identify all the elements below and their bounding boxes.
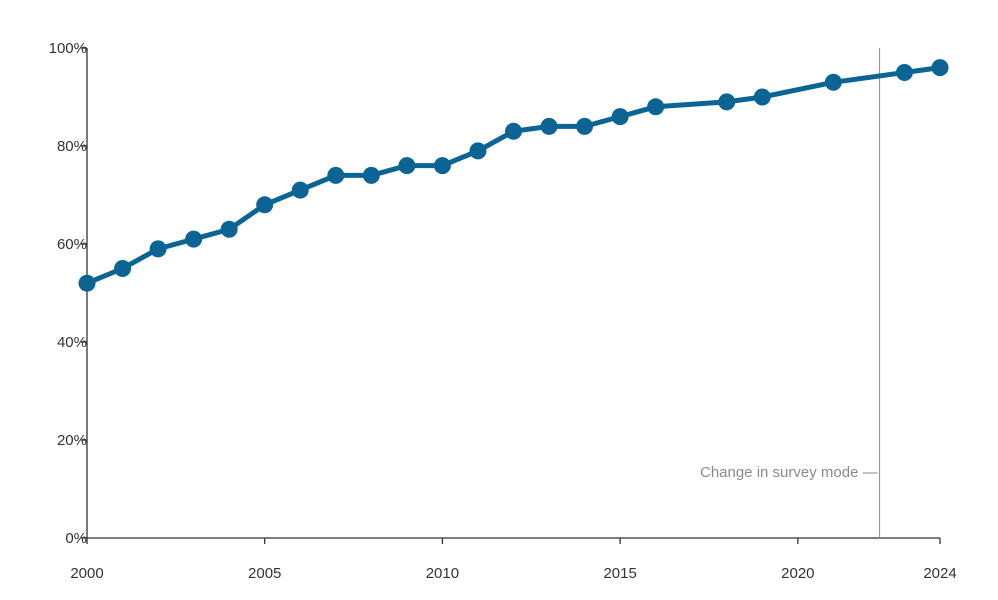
x-tick-label: 2020 [781,565,814,582]
survey-mode-annotation: Change in survey mode — [700,48,881,538]
data-point [291,181,309,199]
data-point [718,93,736,111]
y-tick-label: 60% [57,236,87,253]
x-tick-label: 2015 [603,565,636,582]
data-point [505,122,522,140]
y-tick-label: 0% [65,530,87,547]
data-point [78,274,96,292]
data-point [433,157,451,175]
data-point [540,117,558,135]
data-point [185,230,203,248]
data-point [576,117,594,135]
data-point [647,98,665,116]
y-tick-label: 40% [57,334,87,351]
data-point [362,166,380,184]
data-point [931,59,949,77]
series-line [84,65,943,286]
y-tick-label: 80% [57,138,87,155]
survey-mode-change-label: Change in survey mode — [700,464,878,481]
data-point [149,240,167,258]
data-point [398,157,416,175]
x-tick-label: 2005 [248,565,281,582]
chart-axes: 0% 20% 40% 60% 80% 100% 2000 2005 2010 2015 2020 20… [49,40,957,582]
data-point [114,260,132,277]
series-group [78,59,949,292]
y-tick-label: 20% [57,432,87,449]
data-point [220,220,238,238]
x-tick-label: 2000 [70,565,103,582]
y-tick-label: 100% [49,40,87,57]
data-point [256,196,274,214]
data-point [824,73,842,91]
data-point [611,108,629,126]
data-point [895,64,913,81]
data-point [469,142,487,160]
x-tick-label: 2024 [923,565,956,582]
data-point [327,166,345,184]
x-tick-label: 2010 [426,565,459,582]
data-point [753,88,771,106]
